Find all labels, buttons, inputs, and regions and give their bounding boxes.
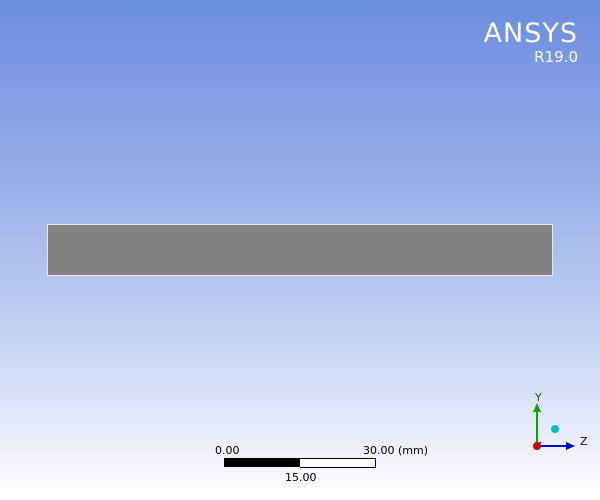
brand-name: ANSYS xyxy=(483,18,578,49)
scale-max-label: 30.00 (mm) xyxy=(363,444,429,457)
scale-bar: 0.00 30.00 (mm) 15.00 xyxy=(200,440,440,490)
iso-view-sphere xyxy=(551,425,559,433)
scale-min-label: 0.00 xyxy=(215,444,240,457)
triad-z-label: Z xyxy=(580,435,588,448)
z-axis-arrowhead xyxy=(566,442,575,450)
ansys-logo: ANSYS R19.0 xyxy=(484,20,578,65)
scale-mid-label: 15.00 xyxy=(285,471,317,484)
triad-icon xyxy=(533,403,575,450)
triad-origin xyxy=(533,442,541,450)
scale-bar-white-segment xyxy=(300,458,376,468)
triad-y-label: Y xyxy=(535,391,542,404)
axis-triad[interactable]: Y Z xyxy=(520,388,590,458)
brand-version: R19.0 xyxy=(534,48,578,66)
y-axis-arrowhead xyxy=(533,403,541,412)
scale-bar-black-segment xyxy=(224,458,300,467)
geometry-part[interactable] xyxy=(47,224,553,276)
